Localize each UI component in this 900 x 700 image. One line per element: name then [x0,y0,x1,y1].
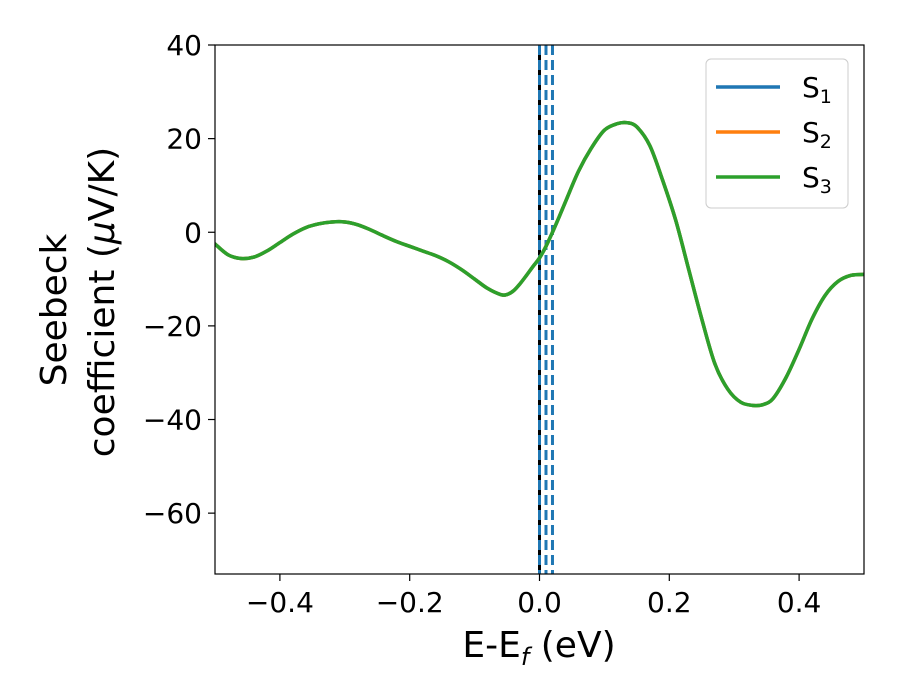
x-tick-label: 0.0 [517,586,562,619]
legend-label-s3: S3 [802,161,832,198]
legend: S1 S2 S3 [705,58,849,209]
y-tick-label: −60 [143,497,202,530]
x-tick-label: 0.2 [647,586,692,619]
y-tick-label: 20 [166,123,202,156]
y-tick-label: 40 [166,29,202,62]
series-line-s3 [215,120,864,408]
y-tick-label: 0 [184,216,202,249]
legend-label-s2: S2 [802,116,832,153]
x-axis-label-unit: (eV) [529,625,615,666]
y-tick-label: −20 [143,310,202,343]
y-axis-label-line1: Seebeck [34,233,75,386]
y-axis-label-line2: coefficient (μV/K) [82,147,123,457]
x-tick-label: 0.4 [777,586,822,619]
y-axis-label-mu: μ [82,221,123,245]
legend-label-s1: S1 [802,71,832,108]
x-tick-label: −0.2 [376,586,444,619]
y-tick-label: −40 [143,404,202,437]
x-tick-label: −0.4 [246,586,314,619]
x-axis-label: E-Ef (eV) [462,625,615,671]
